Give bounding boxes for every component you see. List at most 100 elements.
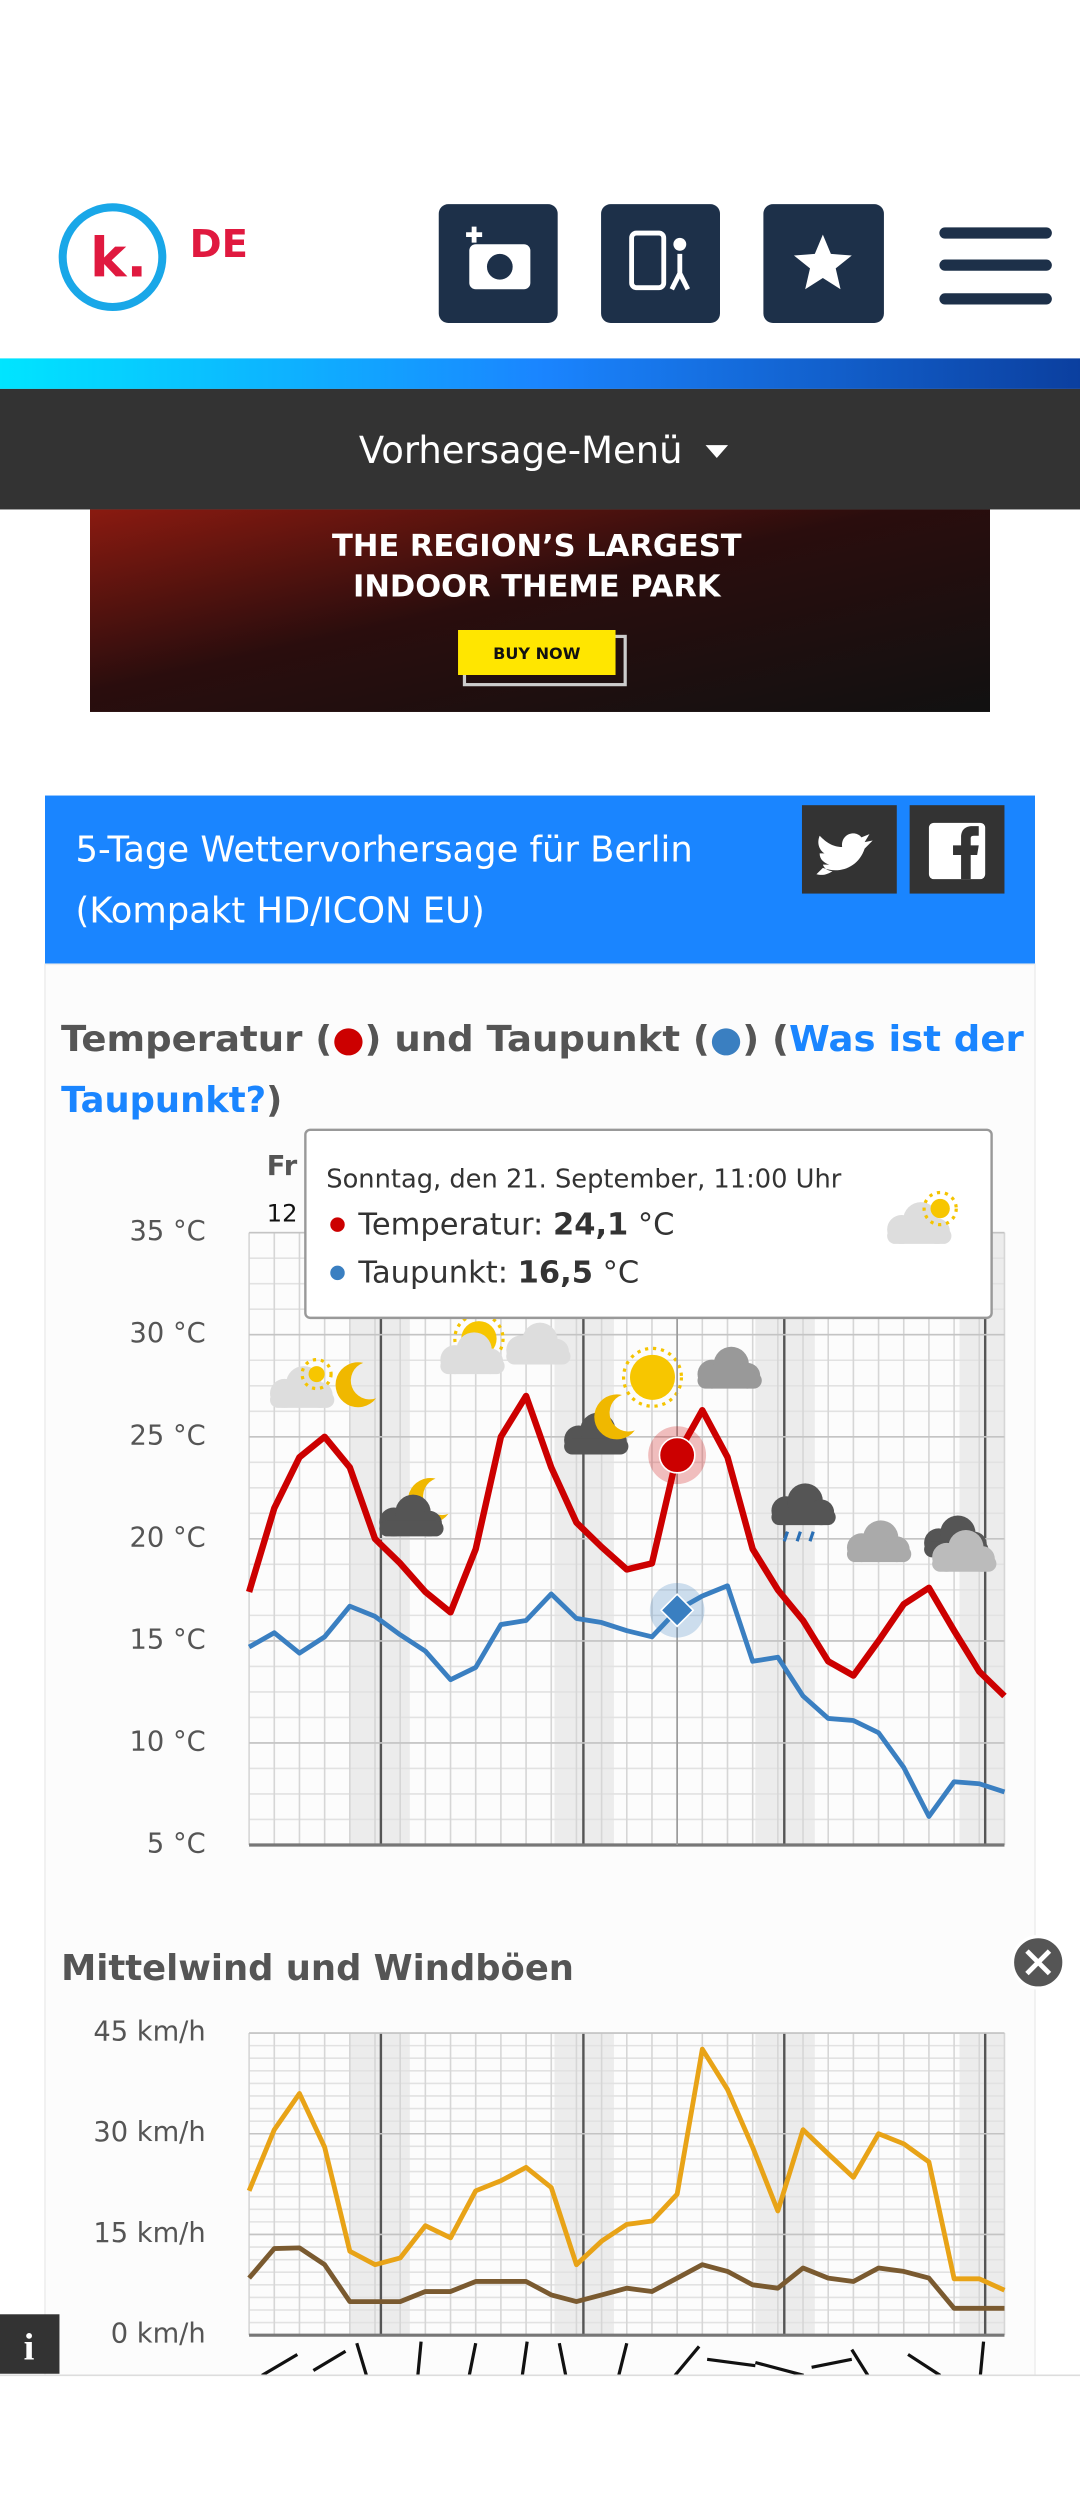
wind-arrow (673, 2345, 701, 2377)
weather-icon (630, 1354, 675, 1400)
tooltip-marker (330, 1265, 345, 1281)
hamburger-menu[interactable] (939, 227, 1052, 305)
highlight-point (659, 1593, 695, 1628)
wind-arrow (978, 2341, 986, 2376)
weather-icon (697, 1372, 762, 1389)
weather-icon (308, 1366, 325, 1383)
title-part: Temperatur ( (61, 1019, 332, 1060)
title-part: ● (332, 1019, 364, 1060)
weather-icon (621, 1346, 684, 1408)
weather-icon (506, 1348, 571, 1365)
close-button[interactable] (1010, 1935, 1066, 1990)
chart-title: Taupunkt?) (61, 1080, 282, 1121)
chart-title: Mittelwind und Windböen (61, 1948, 574, 1989)
camera-button[interactable] (438, 204, 558, 324)
highlight-point (658, 1436, 696, 1474)
wind-arrow (811, 2357, 853, 2369)
title-part: ) (266, 1080, 282, 1121)
tooltip-row: Taupunkt: 16,5 °C (357, 1256, 639, 1291)
facebook-button[interactable] (909, 805, 1005, 894)
info-button[interactable]: i (0, 2314, 60, 2374)
wind-arrow (467, 2342, 478, 2376)
wind-arrow (850, 2348, 870, 2377)
wind-arrow (617, 2342, 629, 2376)
icon (793, 234, 852, 290)
wind-arrow (312, 2349, 347, 2372)
weather-icon (808, 1531, 815, 1542)
y-tick-label: 5 °C (147, 1829, 206, 1860)
title-part: Taupunkt? (61, 1080, 266, 1121)
weather-icon (300, 1358, 333, 1391)
tooltip-date: Sonntag, den 21. September, 11:00 Uhr (326, 1165, 841, 1195)
favorites-button[interactable] (763, 204, 884, 324)
y-tick-label: 30 °C (130, 1318, 206, 1349)
forecast-menu[interactable]: Vorhersage-Menü (0, 388, 1080, 510)
weather-icon (930, 1198, 950, 1219)
locale: DE (190, 222, 248, 267)
logo-text: k. (90, 225, 147, 289)
logo[interactable]: k. DE (58, 203, 248, 311)
button-bg (601, 204, 720, 324)
title-part: Was ist der (789, 1019, 1024, 1060)
weather-icon (887, 1227, 952, 1244)
title-part: ) und Taupunkt ( (365, 1019, 710, 1060)
icon (669, 253, 691, 291)
x-hour-label: 12 (267, 1199, 298, 1227)
weather-icon (594, 1394, 635, 1440)
y-tick-label: 15 km/h (93, 2218, 205, 2249)
icon (953, 826, 979, 880)
weather-icon (782, 1531, 790, 1542)
advertisement[interactable]: THE REGION’S LARGEST INDOOR THEME PARK B… (90, 509, 990, 712)
tooltip-unit: °C (603, 1256, 640, 1291)
tooltip-label: Taupunkt: (357, 1256, 508, 1291)
temperature-chart: 5 °C10 °C15 °C20 °C25 °C30 °C35 °CFr12So… (130, 1128, 1007, 1860)
ad-bg (90, 509, 990, 712)
forecast-title: (Kompakt HD/ICON EU) (76, 891, 485, 932)
y-tick-label: 30 km/h (93, 2117, 205, 2148)
report-button[interactable] (601, 204, 720, 324)
y-tick-label: 20 °C (130, 1522, 206, 1553)
weather-icon (440, 1358, 505, 1375)
title-part: ) ( (742, 1019, 789, 1060)
tooltip-value: 16,5 (518, 1256, 593, 1291)
weather-icon (335, 1362, 377, 1408)
footer-space (0, 2375, 1080, 2520)
weather-icon (379, 1520, 444, 1537)
forecast-title: 5-Tage Wettervorhersage für Berlin (76, 829, 693, 870)
weather-icon (846, 1546, 912, 1563)
wind-arrow (520, 2341, 529, 2376)
button-bg (0, 2314, 60, 2374)
logo-inner (78, 218, 156, 296)
tooltip: Sonntag, den 21. September, 11:00 Uhr Tem… (304, 1128, 993, 1320)
wind-arrow (557, 2342, 568, 2376)
ad-text: THE REGION’S LARGEST (332, 529, 742, 564)
wind-arrow (416, 2341, 423, 2376)
icon (466, 226, 483, 243)
icon (939, 227, 1052, 305)
ad-text: INDOOR THEME PARK (353, 569, 722, 604)
wind-arrow (907, 2353, 942, 2377)
weather-icon (270, 1391, 335, 1408)
y-tick-label: 45 km/h (93, 2017, 205, 2048)
y-tick-label: 10 °C (130, 1726, 206, 1757)
ad-button-label: BUY NOW (493, 644, 581, 663)
y-tick-label: 35 °C (130, 1216, 206, 1247)
tooltip-label: Temperatur: (357, 1207, 543, 1242)
y-tick-label: 15 °C (130, 1624, 206, 1655)
caret (705, 445, 729, 459)
twitter-button[interactable] (801, 805, 897, 894)
menu-bar (0, 388, 1080, 510)
info-label: i (24, 2326, 35, 2368)
weather-icon (771, 1509, 836, 1526)
x-day-label: Fr (267, 1151, 298, 1182)
y-tick-label: 25 °C (130, 1420, 206, 1451)
tooltip-row: Temperatur: 24,1 °C (357, 1207, 674, 1242)
y-tick-label: 0 km/h (111, 2319, 206, 2350)
color-strip (0, 358, 1080, 389)
wind-chart: 0 km/h 15 km/h 30 km/h 45 km/h (93, 2017, 1006, 2377)
wind-arrow (261, 2353, 299, 2377)
tooltip-value: 24,1 (553, 1207, 628, 1242)
weather-icon (922, 1190, 958, 1227)
